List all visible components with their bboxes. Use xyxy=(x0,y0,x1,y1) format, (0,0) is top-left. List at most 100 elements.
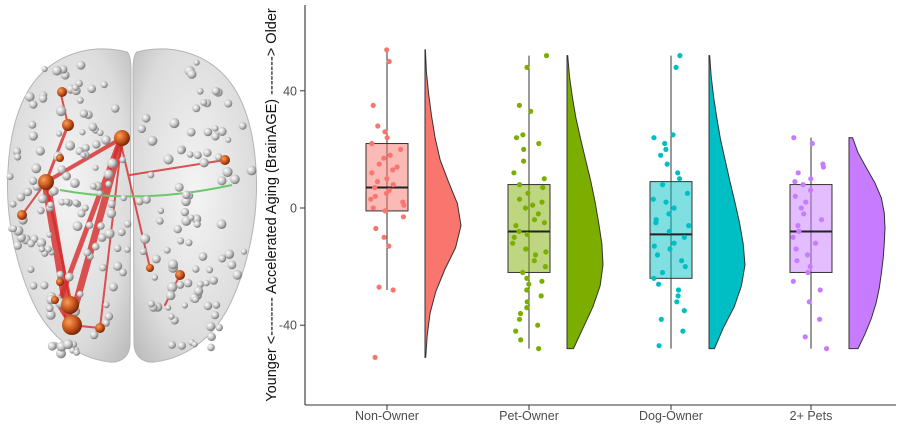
data-point xyxy=(806,299,812,305)
brain-node xyxy=(28,176,38,186)
brain-node xyxy=(124,220,132,228)
data-point xyxy=(374,179,381,185)
data-point xyxy=(400,214,406,220)
data-point xyxy=(812,240,819,246)
brain-node xyxy=(193,59,200,66)
brain-node xyxy=(76,60,86,70)
data-point xyxy=(513,223,519,229)
x-tick-label: Dog-Owner xyxy=(639,409,703,423)
data-point xyxy=(368,196,374,202)
brain-node xyxy=(174,182,184,192)
brain-node xyxy=(58,198,66,206)
brain-node xyxy=(28,131,38,141)
brain-node xyxy=(106,208,117,219)
brain-node xyxy=(119,268,127,277)
density-cloud xyxy=(708,55,746,350)
density-cloud xyxy=(566,55,604,350)
brain-node xyxy=(25,92,35,102)
data-point xyxy=(667,246,673,252)
data-point xyxy=(532,252,539,258)
data-point xyxy=(790,278,796,284)
brain-node xyxy=(16,192,26,202)
brain-node xyxy=(216,219,227,230)
brain-node xyxy=(85,221,94,229)
y-axis-label: Younger <-------- Accelerated Aging (Bra… xyxy=(264,8,280,402)
data-point xyxy=(511,170,517,176)
brain-node-highlight xyxy=(56,154,64,162)
brain-node xyxy=(203,148,212,157)
brain-node xyxy=(13,241,22,250)
brain-node xyxy=(63,198,71,206)
data-point xyxy=(539,278,545,284)
data-point xyxy=(803,199,809,205)
data-point xyxy=(516,228,522,234)
data-point xyxy=(381,155,387,161)
brain-node xyxy=(232,270,243,280)
data-point xyxy=(526,281,532,287)
brain-node xyxy=(72,84,79,91)
data-point xyxy=(792,179,798,185)
data-point xyxy=(390,167,396,173)
data-point xyxy=(520,132,526,138)
brain-node xyxy=(167,259,178,270)
data-point xyxy=(796,228,802,234)
brain-node xyxy=(92,140,101,149)
brain-node xyxy=(176,280,185,289)
brain-node xyxy=(27,239,35,248)
brain-node xyxy=(37,194,48,204)
brain-node xyxy=(203,127,213,137)
brain-node xyxy=(142,195,151,204)
data-point xyxy=(673,64,679,70)
brain-node xyxy=(41,65,48,73)
brain-node xyxy=(37,206,45,215)
brain-node xyxy=(47,201,54,209)
brain-node xyxy=(196,87,204,95)
brain-network-figure xyxy=(6,48,257,363)
brain-node xyxy=(186,151,194,158)
data-point xyxy=(656,281,662,287)
brain-node xyxy=(57,165,66,174)
brain-node xyxy=(163,246,171,254)
brain-node xyxy=(38,246,46,253)
brain-node xyxy=(117,228,126,237)
data-point xyxy=(659,269,666,276)
brain-node xyxy=(177,341,186,350)
brain-node xyxy=(92,164,99,171)
data-point xyxy=(681,308,687,314)
brain-node xyxy=(10,225,17,233)
brain-node xyxy=(167,340,176,349)
brain-node xyxy=(29,100,38,109)
brain-node xyxy=(104,312,114,321)
data-point xyxy=(521,146,527,152)
data-point xyxy=(808,187,814,193)
data-point xyxy=(516,316,523,322)
brain-node xyxy=(217,127,227,136)
data-point xyxy=(791,135,797,141)
data-point xyxy=(513,135,520,141)
brain-node xyxy=(177,237,185,245)
data-point xyxy=(679,258,685,264)
density-cloud xyxy=(848,137,886,350)
brain-node xyxy=(91,242,100,251)
brain-node xyxy=(104,228,115,239)
data-point xyxy=(801,211,807,217)
brain-node xyxy=(81,143,90,152)
data-point xyxy=(524,299,530,305)
data-point xyxy=(386,243,392,249)
data-point xyxy=(794,258,800,264)
brain-node xyxy=(192,296,200,303)
y-tick-label: 0 xyxy=(290,202,297,216)
brain-node xyxy=(63,339,73,350)
data-point xyxy=(523,246,529,252)
brain-node xyxy=(173,225,182,234)
data-point xyxy=(660,182,666,188)
brain-node xyxy=(90,182,97,190)
data-point xyxy=(376,161,382,167)
brain-node xyxy=(152,254,161,264)
brain-node xyxy=(113,244,122,253)
data-point xyxy=(524,275,530,281)
brain-node xyxy=(212,125,219,132)
data-point xyxy=(536,140,542,147)
data-point xyxy=(807,264,813,270)
